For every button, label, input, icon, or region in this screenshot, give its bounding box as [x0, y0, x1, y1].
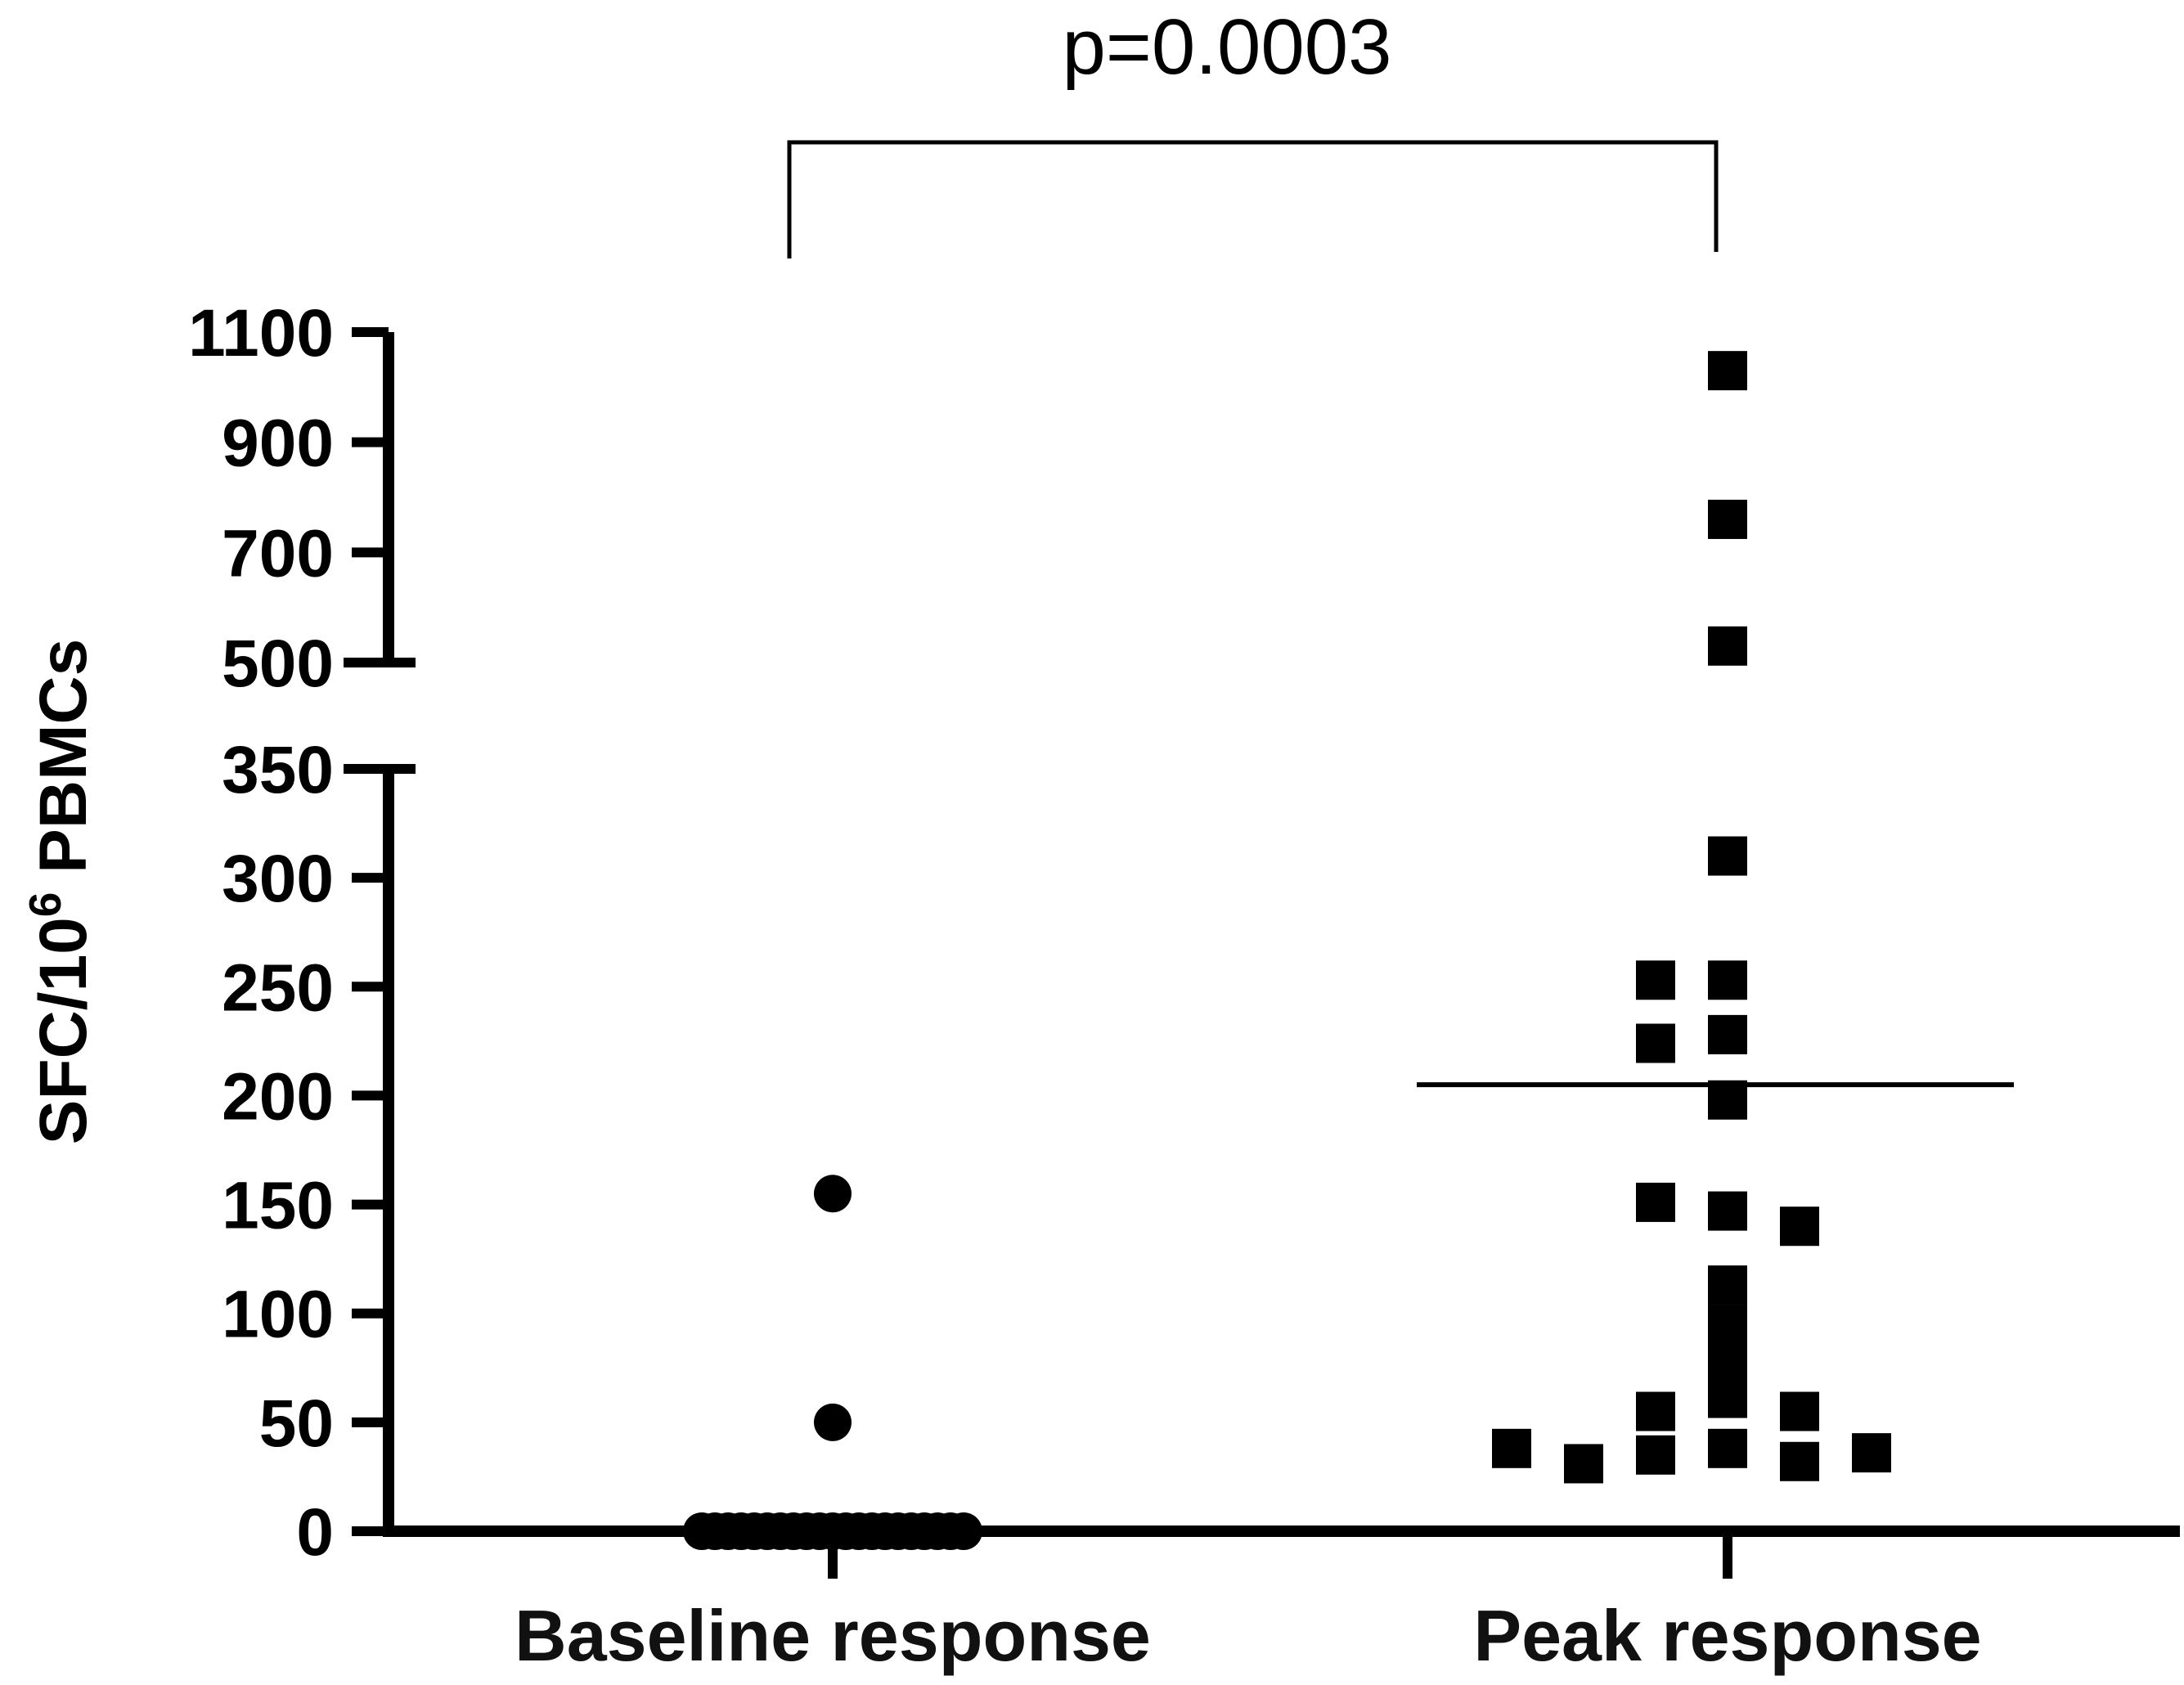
y-tick-label-300: 300 [222, 842, 334, 916]
y-tick-label-200: 200 [222, 1059, 334, 1134]
peak-point-13 [1708, 1305, 1747, 1345]
peak-point-22 [1492, 1428, 1531, 1468]
peak-point-3 [1708, 836, 1747, 876]
significance-bracket: p=0.0003 [787, 3, 1719, 258]
x-categories: Baseline response Peak response [515, 1531, 1982, 1676]
peak-point-20 [1564, 1444, 1603, 1484]
peak-point-14 [1708, 1341, 1747, 1382]
y-ticks: 0 50 100 150 200 250 300 350 500 700 900 1100 [188, 296, 389, 1570]
peak-point-10 [1636, 1182, 1675, 1222]
peak-point-9 [1708, 1191, 1747, 1231]
y-axis-label: SFC/106 PBMCs [20, 639, 101, 1144]
y-tick-label-1100: 1100 [188, 296, 334, 371]
y-axis-label-suffix: PBMCs [26, 639, 101, 892]
peak-point-8 [1708, 1080, 1747, 1120]
peak-point-16 [1636, 1391, 1675, 1431]
y-axis-label-sup: 6 [20, 892, 70, 918]
y-tick-label-350: 350 [222, 733, 334, 807]
p-value-label: p=0.0003 [1062, 3, 1391, 91]
peak-point-6 [1708, 1014, 1747, 1054]
peak-point-2 [1708, 626, 1747, 666]
y-tick-label-250: 250 [222, 950, 334, 1025]
x-category-label-0: Baseline response [515, 1595, 1151, 1676]
baseline-point-0 [814, 1175, 852, 1213]
peak-point-23 [1780, 1391, 1819, 1431]
baseline-point-21 [683, 1512, 721, 1550]
peak-point-1 [1708, 499, 1747, 539]
peak-point-7 [1636, 1023, 1675, 1063]
peak-point-21 [1852, 1433, 1891, 1473]
baseline-point-1 [814, 1403, 852, 1441]
peak-point-0 [1708, 351, 1747, 391]
y-tick-label-700: 700 [222, 516, 334, 591]
peak-point-15 [1708, 1378, 1747, 1418]
y-tick-label-900: 900 [222, 407, 334, 481]
y-tick-label-150: 150 [222, 1169, 334, 1243]
y-tick-label-100: 100 [222, 1278, 334, 1352]
y-tick-label-50: 50 [259, 1386, 334, 1461]
x-category-label-1: Peak response [1473, 1595, 1981, 1676]
baseline-point-22 [945, 1512, 982, 1550]
peak-point-11 [1780, 1206, 1819, 1247]
peak-point-4 [1708, 960, 1747, 1000]
y-axis-label-prefix: SFC/10 [26, 917, 101, 1144]
peak-point-5 [1636, 960, 1675, 1000]
peak-point-12 [1708, 1265, 1747, 1305]
peak-point-17 [1708, 1428, 1747, 1468]
peak-point-18 [1636, 1435, 1675, 1475]
y-tick-label-0: 0 [296, 1495, 334, 1570]
axes [344, 332, 2180, 1537]
y-tick-label-500: 500 [222, 627, 334, 701]
peak-point-19 [1780, 1441, 1819, 1481]
data-points [683, 351, 1891, 1550]
